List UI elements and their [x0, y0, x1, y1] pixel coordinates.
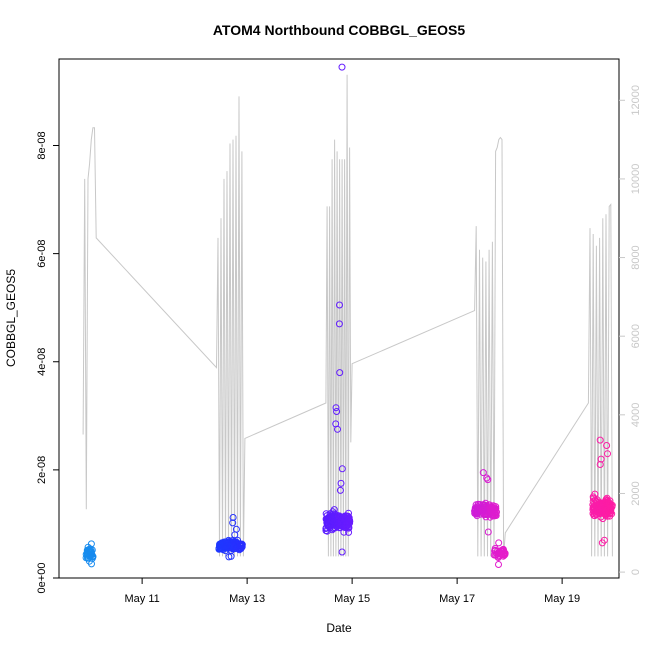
data-point [87, 548, 95, 556]
data-point [88, 551, 95, 559]
y-axis-left: 0e+00 2e-08 4e-08 6e-08 8e-08 [36, 131, 59, 593]
data-point [337, 479, 345, 487]
data-point [492, 551, 500, 559]
data-point [87, 540, 95, 548]
data-point [332, 404, 340, 412]
data-point [484, 476, 492, 484]
data-point [85, 546, 93, 554]
x-axis-label: Date [326, 621, 352, 635]
x-tick-label-3: May 17 [439, 593, 475, 605]
data-point [330, 506, 338, 514]
data-point [479, 469, 487, 477]
data-point [600, 536, 608, 544]
data-point [499, 552, 507, 560]
data-point [233, 541, 241, 549]
data-point [484, 528, 492, 536]
data-point [216, 540, 224, 548]
data-point [483, 511, 491, 519]
altitude-line-layer [82, 74, 613, 557]
data-point [336, 523, 344, 531]
data-point [336, 369, 344, 377]
data-point [596, 461, 604, 468]
data-point [219, 546, 227, 554]
y-tick-label-4: 8e-08 [36, 131, 48, 159]
data-point [334, 517, 342, 525]
points-layer [82, 63, 616, 568]
data-point [596, 436, 604, 444]
y-axis-right: 0 2000 4000 6000 8000 10000 12000 [619, 85, 642, 575]
y2-tick-label-6: 12000 [630, 85, 642, 116]
data-point [500, 551, 508, 559]
data-point [338, 548, 346, 556]
data-point [338, 465, 346, 473]
data-point [89, 553, 97, 561]
x-tick-label-0: May 11 [124, 593, 159, 605]
y-tick-label-1: 2e-08 [36, 456, 48, 484]
data-point [345, 509, 352, 517]
data-point [333, 408, 341, 415]
y2-tick-label-2: 4000 [630, 403, 642, 427]
data-point [225, 553, 233, 561]
data-point [486, 504, 494, 512]
y2-tick-label-3: 6000 [630, 324, 642, 348]
data-point [338, 63, 346, 71]
data-point [497, 547, 505, 555]
data-point [229, 514, 237, 521]
y2-tick-label-4: 8000 [630, 245, 642, 269]
y-tick-label-0: 0e+00 [36, 563, 48, 594]
data-point [326, 524, 334, 532]
altitude-line [82, 74, 613, 557]
x-tick-label-2: May 15 [334, 593, 370, 605]
data-point [327, 520, 335, 528]
data-point [603, 494, 611, 502]
data-point [329, 517, 336, 525]
chart-title: ATOM4 Northbound COBBGL_GEOS5 [213, 22, 465, 38]
data-point [495, 561, 502, 568]
data-point [495, 539, 503, 547]
data-point [335, 320, 343, 328]
data-point [476, 501, 484, 508]
data-point [334, 425, 341, 433]
x-tick-label-4: May 19 [544, 593, 580, 605]
y2-tick-label-5: 10000 [630, 164, 642, 195]
y2-tick-label-1: 2000 [630, 481, 642, 505]
data-point [592, 498, 600, 506]
data-point [589, 504, 597, 512]
data-point [234, 536, 241, 544]
data-point [605, 507, 613, 515]
data-point [471, 509, 479, 517]
data-point [483, 474, 491, 482]
data-point [603, 442, 611, 449]
data-point [229, 519, 237, 527]
plot-frame [58, 58, 620, 579]
x-tick-label-1: May 13 [229, 593, 265, 605]
data-point [345, 528, 353, 536]
y-axis-label: COBBGL_GEOS5 [4, 269, 18, 367]
data-point [335, 512, 342, 520]
data-point [231, 531, 239, 539]
y2-tick-label-0: 0 [630, 569, 642, 575]
data-point [86, 545, 94, 553]
data-point [336, 301, 343, 309]
data-point [340, 519, 347, 527]
data-point [221, 543, 229, 551]
data-point [492, 510, 500, 518]
y-tick-label-3: 6e-08 [36, 240, 48, 268]
data-point [85, 557, 93, 565]
data-point [604, 450, 611, 458]
data-point [479, 506, 487, 514]
x-axis: May 11 May 13 May 15 May 17 May 19 [124, 578, 580, 605]
y-tick-label-2: 4e-08 [36, 348, 48, 376]
data-point [237, 541, 245, 549]
data-point [599, 515, 607, 523]
data-point [336, 486, 344, 494]
